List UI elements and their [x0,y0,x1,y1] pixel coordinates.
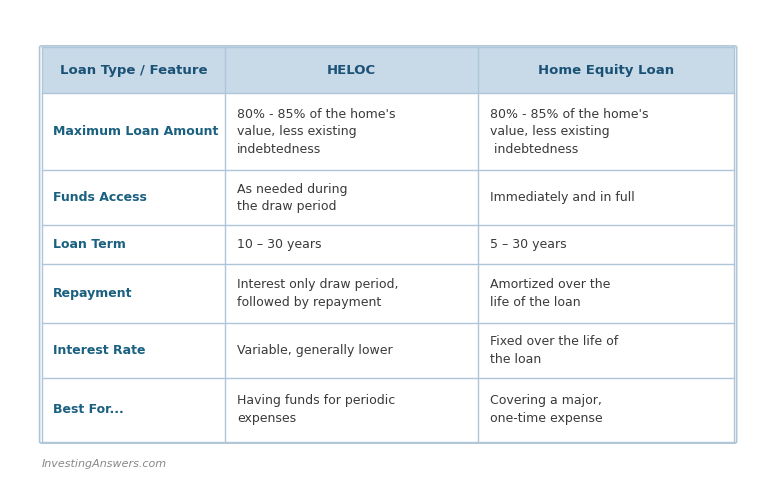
Text: Immediately and in full: Immediately and in full [489,191,635,204]
Text: 80% - 85% of the home's
value, less existing
 indebtedness: 80% - 85% of the home's value, less exis… [489,108,648,156]
Text: Funds Access: Funds Access [53,191,147,204]
Text: HELOC: HELOC [327,64,377,77]
Text: Loan Type / Feature: Loan Type / Feature [60,64,207,77]
Text: Home Equity Loan: Home Equity Loan [538,64,674,77]
Bar [478,225,734,264]
Text: 10 – 30 years: 10 – 30 years [237,238,321,251]
Text: 80% - 85% of the home's
value, less existing
indebtedness: 80% - 85% of the home's value, less exis… [237,108,395,156]
Text: InvestingAnswers.com: InvestingAnswers.com [42,459,167,469]
Text: Best For...: Best For... [53,403,124,416]
Text: Fixed over the life of
the loan: Fixed over the life of the loan [489,335,618,366]
Text: Amortized over the
life of the loan: Amortized over the life of the loan [489,278,610,309]
Bar [42,225,225,264]
Text: Repayment: Repayment [53,287,132,300]
Text: Having funds for periodic
expenses: Having funds for periodic expenses [237,395,395,425]
Text: Variable, generally lower: Variable, generally lower [237,344,393,357]
Bar [478,47,734,93]
Text: Covering a major,
one-time expense: Covering a major, one-time expense [489,395,602,425]
Text: 5 – 30 years: 5 – 30 years [489,238,566,251]
Text: Interest only draw period,
followed by repayment: Interest only draw period, followed by r… [237,278,398,309]
Bar [225,47,478,93]
Text: Maximum Loan Amount: Maximum Loan Amount [53,125,218,138]
Bar [225,225,478,264]
Text: Loan Term: Loan Term [53,238,126,251]
Text: As needed during
the draw period: As needed during the draw period [237,183,347,213]
Text: Interest Rate: Interest Rate [53,344,146,357]
Bar [42,47,225,93]
